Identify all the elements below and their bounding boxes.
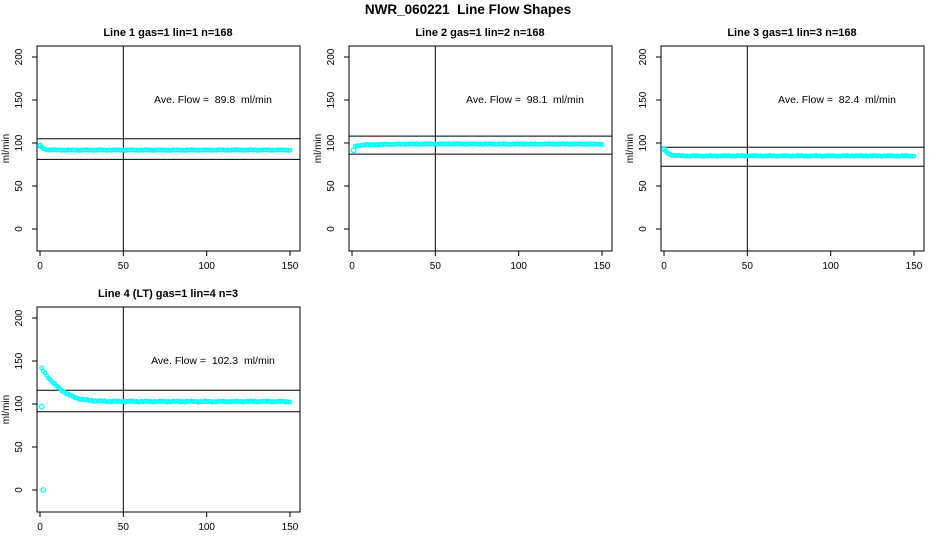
subplot-2: Line 2 gas=1 lin=2 n=168 0 50 100 150 0 50 100 1…	[312, 18, 624, 279]
y-tick-label: 0	[14, 226, 25, 232]
x-tick-label: 150	[906, 261, 923, 272]
y-tick-label: 100	[638, 134, 649, 151]
data-point	[285, 147, 291, 153]
y-tick-label: 100	[14, 134, 25, 151]
plot-box	[36, 45, 301, 252]
y-tick-label: 50	[14, 441, 25, 453]
x-tick-label: 100	[510, 261, 527, 272]
x-tick-label: 0	[661, 261, 667, 272]
y-tick-label: 150	[14, 352, 25, 369]
y-tick-label: 50	[14, 180, 25, 192]
subplot-3: Line 3 gas=1 lin=3 n=168 0 50 100 150 0 50 100 1…	[624, 18, 936, 279]
y-tick-label: 100	[326, 134, 337, 151]
x-tick-label: 50	[430, 261, 442, 272]
data-point	[287, 399, 293, 405]
y-tick-label: 100	[14, 395, 25, 412]
outlier-point	[661, 146, 667, 152]
data-point	[909, 153, 915, 159]
data-point-band	[37, 143, 293, 153]
x-tick-label: 150	[594, 261, 611, 272]
y-tick-label: 200	[14, 309, 25, 326]
figure-title: NWR_060221 Line Flow Shapes	[364, 2, 572, 17]
y-axis-label: ml/min	[1, 395, 12, 424]
outlier-point	[350, 147, 357, 154]
y-tick-label: 50	[638, 180, 649, 192]
x-tick-label: 100	[198, 261, 215, 272]
subplot-title: Line 2 gas=1 lin=2 n=168	[415, 27, 544, 39]
x-tick-label: 50	[118, 261, 130, 272]
data-point	[285, 399, 291, 405]
subplot-title: Line 1 gas=1 lin=1 n=168	[103, 27, 232, 39]
subplot-canvas-4: Line 4 (LT) gas=1 lin=4 n=3 0 50 100 150 0 50 1…	[1, 288, 301, 533]
subplot-canvas-2: Line 2 gas=1 lin=2 n=168 0 50 100 150 0 50 100 1…	[313, 27, 613, 272]
data-point-band	[661, 146, 917, 159]
x-tick-label: 0	[37, 522, 43, 533]
y-tick-label: 200	[638, 48, 649, 65]
data-point	[597, 141, 603, 147]
average-flow-annotation: Ave. Flow = 102.3 ml/min	[151, 355, 275, 367]
x-tick-label: 0	[349, 261, 355, 272]
y-tick-label: 200	[14, 48, 25, 65]
x-tick-label: 0	[37, 261, 43, 272]
subplot-canvas-3: Line 3 gas=1 lin=3 n=168 0 50 100 150 0 50 100 1…	[625, 27, 925, 272]
average-flow-annotation: Ave. Flow = 89.8 ml/min	[154, 94, 272, 106]
y-axis-label: ml/min	[625, 134, 636, 163]
subplot-canvas-1: Line 1 gas=1 lin=1 n=168 0 50 100 150 0 50 100 1…	[1, 27, 301, 272]
y-tick-label: 150	[638, 91, 649, 108]
y-axis-label: ml/min	[1, 134, 12, 163]
plots-grid: Line 1 gas=1 lin=1 n=168 0 50 100 150 0 50 100 1…	[0, 18, 936, 540]
plot-box	[348, 45, 613, 252]
y-tick-label: 0	[638, 226, 649, 232]
data-point	[911, 153, 917, 159]
x-tick-label: 150	[282, 261, 299, 272]
data-point	[599, 141, 605, 147]
y-tick-label: 150	[14, 91, 25, 108]
plot-box	[36, 306, 301, 513]
subplot-title: Line 4 (LT) gas=1 lin=4 n=3	[98, 288, 238, 300]
y-axis-label: ml/min	[313, 134, 324, 163]
average-flow-annotation: Ave. Flow = 98.1 ml/min	[466, 94, 584, 106]
subplot-1: Line 1 gas=1 lin=1 n=168 0 50 100 150 0 50 100 1…	[0, 18, 312, 279]
y-tick-label: 0	[326, 226, 337, 232]
plot-box	[660, 45, 925, 252]
data-point-band	[39, 365, 293, 405]
y-tick-label: 150	[326, 91, 337, 108]
x-tick-label: 150	[282, 522, 299, 533]
subplot-4: Line 4 (LT) gas=1 lin=4 n=3 0 50 100 150 0 50 1…	[0, 279, 312, 540]
outlier-point	[40, 487, 47, 493]
outlier-point	[38, 403, 45, 410]
outlier-point	[37, 142, 43, 149]
subplot-title: Line 3 gas=1 lin=3 n=168	[727, 27, 856, 39]
data-point	[287, 147, 293, 153]
x-tick-label: 100	[198, 522, 215, 533]
x-tick-label: 100	[822, 261, 839, 272]
y-tick-label: 200	[326, 48, 337, 65]
data-point-band	[352, 141, 605, 149]
y-tick-label: 0	[14, 487, 25, 493]
x-tick-label: 50	[742, 261, 754, 272]
y-tick-label: 50	[326, 180, 337, 192]
x-tick-label: 50	[118, 522, 130, 533]
average-flow-annotation: Ave. Flow = 82.4 ml/min	[778, 94, 896, 106]
